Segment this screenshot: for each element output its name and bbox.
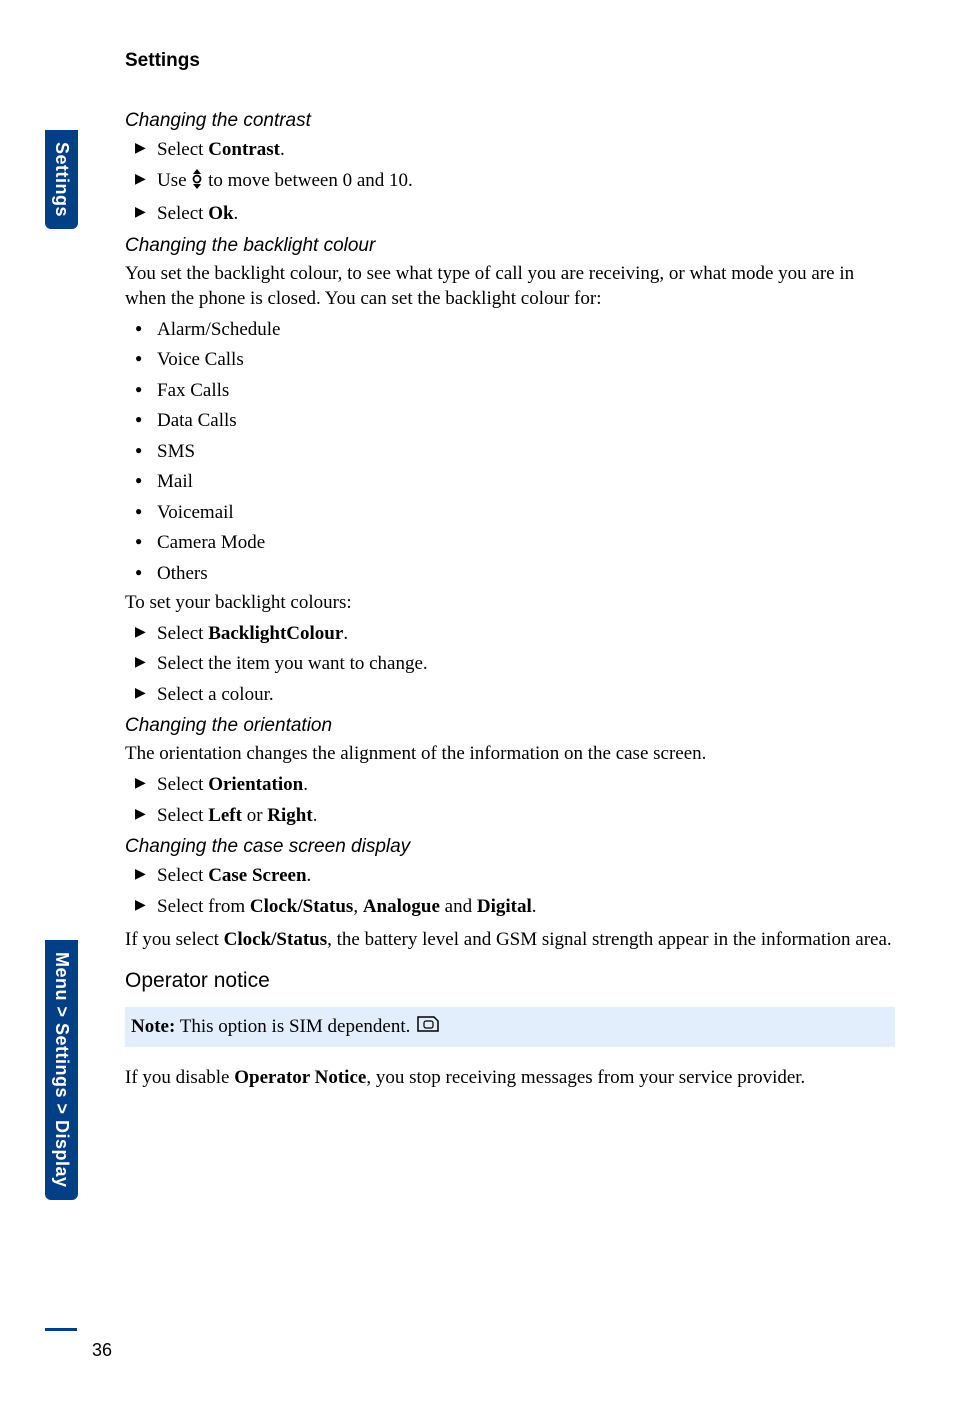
note-text: Note: This option is SIM dependent. bbox=[131, 1016, 410, 1038]
text: Select from bbox=[157, 896, 250, 917]
list-item: Select from Clock/Status, Analogue and D… bbox=[135, 893, 895, 922]
text: or bbox=[242, 805, 267, 826]
heading-operator-notice: Operator notice bbox=[125, 969, 895, 993]
list-item: Select a colour. bbox=[135, 681, 895, 710]
list-item: Camera Mode bbox=[135, 529, 895, 558]
list-item: Select the item you want to change. bbox=[135, 650, 895, 679]
list-item: Select Orientation. bbox=[135, 771, 895, 800]
page-title: Settings bbox=[125, 50, 895, 72]
list-item: Select Contrast. bbox=[135, 136, 895, 165]
bold-text: Digital bbox=[477, 896, 532, 917]
nav-key-icon bbox=[191, 169, 203, 199]
case-screen-after: If you select Clock/Status, the battery … bbox=[125, 927, 895, 953]
orientation-intro: The orientation changes the alignment of… bbox=[125, 741, 895, 767]
bold-text: Note: bbox=[131, 1016, 175, 1037]
text: , you stop receiving messages from your … bbox=[366, 1067, 805, 1088]
list-item: Voice Calls bbox=[135, 346, 895, 375]
list-item: Data Calls bbox=[135, 407, 895, 436]
heading-orientation: Changing the orientation bbox=[125, 715, 895, 737]
text: to move between 0 and 10. bbox=[203, 170, 412, 191]
heading-case-screen: Changing the case screen display bbox=[125, 836, 895, 858]
bold-text: BacklightColour bbox=[208, 623, 343, 644]
text: , the battery level and GSM signal stren… bbox=[327, 929, 892, 950]
backlight-set-intro: To set your backlight colours: bbox=[125, 590, 895, 616]
case-screen-steps: Select Case Screen. Select from Clock/St… bbox=[125, 862, 895, 921]
text: . bbox=[313, 805, 318, 826]
backlight-intro: You set the backlight colour, to see wha… bbox=[125, 261, 895, 312]
list-item: Select BacklightColour. bbox=[135, 620, 895, 649]
bold-text: Left bbox=[208, 805, 242, 826]
list-item: Select Ok. bbox=[135, 200, 895, 229]
text: Select bbox=[157, 623, 208, 644]
text: If you disable bbox=[125, 1067, 234, 1088]
bold-text: Contrast bbox=[208, 139, 280, 160]
bold-text: Operator Notice bbox=[234, 1067, 366, 1088]
text: Select bbox=[157, 774, 208, 795]
text: This option is SIM dependent. bbox=[175, 1016, 410, 1037]
bold-text: Clock/Status bbox=[224, 929, 327, 950]
list-item: Select Case Screen. bbox=[135, 862, 895, 891]
backlight-items: Alarm/ScheduleVoice CallsFax CallsData C… bbox=[125, 316, 895, 589]
text: . bbox=[343, 623, 348, 644]
text: If you select bbox=[125, 929, 224, 950]
heading-contrast: Changing the contrast bbox=[125, 110, 895, 132]
list-item: Fax Calls bbox=[135, 377, 895, 406]
list-item: Select Left or Right. bbox=[135, 802, 895, 831]
text: Select bbox=[157, 139, 208, 160]
text: and bbox=[440, 896, 477, 917]
note-box: Note: This option is SIM dependent. bbox=[125, 1007, 895, 1047]
bold-text: Orientation bbox=[208, 774, 303, 795]
bold-text: Analogue bbox=[363, 896, 440, 917]
text: Use bbox=[157, 170, 191, 191]
list-item: Voicemail bbox=[135, 499, 895, 528]
orientation-steps: Select Orientation. Select Left or Right… bbox=[125, 771, 895, 830]
heading-backlight: Changing the backlight colour bbox=[125, 235, 895, 257]
text: Select bbox=[157, 805, 208, 826]
page-content: Settings Changing the contrast Select Co… bbox=[125, 50, 895, 1094]
sim-card-icon bbox=[416, 1015, 440, 1039]
backlight-steps: Select BacklightColour. Select the item … bbox=[125, 620, 895, 710]
text: Select bbox=[157, 203, 208, 224]
list-item: Mail bbox=[135, 468, 895, 497]
text: . bbox=[234, 203, 239, 224]
bold-text: Right bbox=[267, 805, 312, 826]
side-tab-settings: Settings bbox=[45, 130, 78, 229]
text: . bbox=[307, 865, 312, 886]
text: . bbox=[303, 774, 308, 795]
page-number: 36 bbox=[92, 1340, 112, 1361]
bold-text: Case Screen bbox=[208, 865, 306, 886]
text: Select bbox=[157, 865, 208, 886]
bottom-rule bbox=[45, 1328, 77, 1331]
operator-after: If you disable Operator Notice, you stop… bbox=[125, 1065, 895, 1091]
bold-text: Ok bbox=[208, 203, 233, 224]
bold-text: Clock/Status bbox=[250, 896, 353, 917]
list-item: Alarm/Schedule bbox=[135, 316, 895, 345]
side-tab-breadcrumb: Menu > Settings > Display bbox=[45, 940, 78, 1200]
text: . bbox=[532, 896, 537, 917]
contrast-steps: Select Contrast. Use to move between 0 a… bbox=[125, 136, 895, 229]
list-item: Use to move between 0 and 10. bbox=[135, 167, 895, 199]
text: , bbox=[353, 896, 363, 917]
list-item: SMS bbox=[135, 438, 895, 467]
list-item: Others bbox=[135, 560, 895, 589]
text: . bbox=[280, 139, 285, 160]
